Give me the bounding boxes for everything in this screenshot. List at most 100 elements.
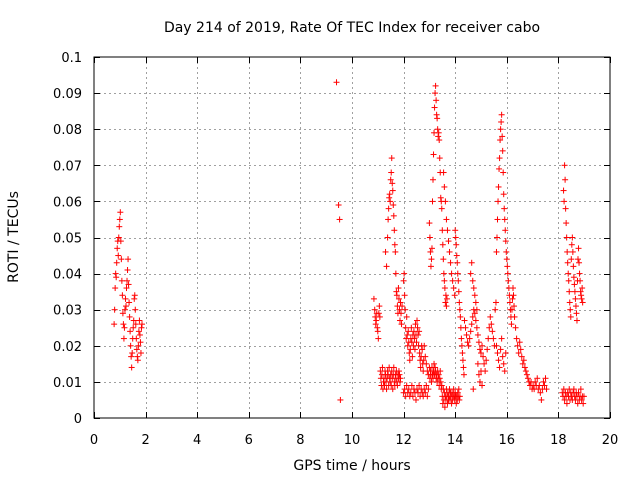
- data-point: [454, 389, 461, 396]
- data-point: [435, 133, 442, 140]
- data-point: [427, 263, 434, 270]
- data-point: [474, 331, 481, 338]
- data-point: [398, 310, 405, 317]
- data-point: [540, 378, 547, 385]
- data-point: [470, 285, 477, 292]
- data-point: [465, 342, 472, 349]
- data-point: [494, 350, 501, 357]
- data-point: [374, 324, 381, 331]
- data-point: [467, 328, 474, 335]
- x-tick-label: 14: [447, 433, 464, 448]
- data-point: [385, 216, 392, 223]
- data-point: [447, 259, 454, 266]
- data-point: [137, 339, 144, 346]
- data-point: [130, 317, 137, 324]
- data-point: [136, 317, 143, 324]
- x-tick-label: 8: [296, 433, 304, 448]
- data-point: [452, 234, 459, 241]
- data-point: [403, 382, 410, 389]
- data-point: [134, 353, 141, 360]
- data-point: [495, 198, 502, 205]
- data-point: [427, 248, 434, 255]
- data-point: [441, 404, 448, 411]
- data-point: [395, 285, 402, 292]
- y-tick-label: 0.04: [53, 268, 82, 283]
- data-point: [336, 216, 343, 223]
- y-tick-label: 0.09: [53, 87, 82, 102]
- data-point: [400, 277, 407, 284]
- data-point: [483, 357, 490, 364]
- x-tick-labels: 0 2 4 6 8 10 12 14 16 18 20: [90, 433, 618, 448]
- data-point: [579, 299, 586, 306]
- data-point: [567, 313, 574, 320]
- data-point: [127, 328, 134, 335]
- data-point: [389, 386, 396, 393]
- data-point: [388, 155, 395, 162]
- data-point: [496, 155, 503, 162]
- data-point: [422, 353, 429, 360]
- data-point: [417, 364, 424, 371]
- data-point: [502, 350, 509, 357]
- data-point: [416, 328, 423, 335]
- data-point: [509, 285, 516, 292]
- data-point: [111, 321, 118, 328]
- data-point: [374, 328, 381, 335]
- data-point: [119, 310, 126, 317]
- data-point: [442, 198, 449, 205]
- data-point: [456, 396, 463, 403]
- data-point: [496, 165, 503, 172]
- data-point: [542, 375, 549, 382]
- data-point: [416, 350, 423, 357]
- data-point: [117, 209, 124, 216]
- data-point: [397, 299, 404, 306]
- data-point: [426, 234, 433, 241]
- data-point: [410, 342, 417, 349]
- data-point: [486, 324, 493, 331]
- data-point: [391, 227, 398, 234]
- data-point: [472, 317, 479, 324]
- data-point: [466, 335, 473, 342]
- data-point: [512, 324, 519, 331]
- data-point: [497, 137, 504, 144]
- data-point: [472, 299, 479, 306]
- data-point: [136, 331, 143, 338]
- data-point: [576, 270, 583, 277]
- x-tick-label: 20: [602, 433, 619, 448]
- y-tick-label: 0: [74, 412, 82, 427]
- data-point: [112, 270, 119, 277]
- data-point: [456, 306, 463, 313]
- data-point: [501, 216, 508, 223]
- data-point: [516, 339, 523, 346]
- data-point: [514, 342, 521, 349]
- data-point: [488, 321, 495, 328]
- data-point: [570, 263, 577, 270]
- data-point: [579, 285, 586, 292]
- data-point: [454, 259, 461, 266]
- data-point: [573, 310, 580, 317]
- data-point: [515, 350, 522, 357]
- data-point: [115, 234, 122, 241]
- data-point: [485, 335, 492, 342]
- data-point: [405, 328, 412, 335]
- data-point: [521, 364, 528, 371]
- data-point: [448, 270, 455, 277]
- data-point: [138, 321, 145, 328]
- data-point: [408, 324, 415, 331]
- data-point: [112, 285, 119, 292]
- data-point: [396, 317, 403, 324]
- data-point: [128, 364, 135, 371]
- data-point: [571, 288, 578, 295]
- data-point: [412, 396, 419, 403]
- data-point: [458, 335, 465, 342]
- data-point: [565, 277, 572, 284]
- data-point: [121, 306, 128, 313]
- data-point: [494, 216, 501, 223]
- data-point: [569, 248, 576, 255]
- data-point: [376, 313, 383, 320]
- data-point: [421, 342, 428, 349]
- data-point: [499, 353, 506, 360]
- data-point: [501, 205, 508, 212]
- data-point: [435, 371, 442, 378]
- data-point: [436, 137, 443, 144]
